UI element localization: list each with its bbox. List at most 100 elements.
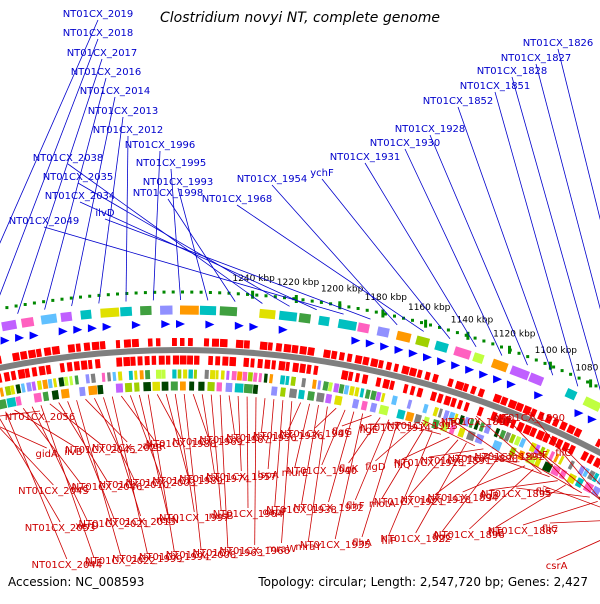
label-leader xyxy=(68,401,114,518)
reverse-feature xyxy=(25,373,29,374)
reverse-feature xyxy=(0,360,1,361)
scale-dot xyxy=(181,291,184,294)
category-block xyxy=(220,311,237,312)
reverse-feature xyxy=(595,461,600,464)
category-block xyxy=(244,388,253,389)
category-block xyxy=(271,391,277,392)
category-block xyxy=(302,382,306,383)
reverse-feature xyxy=(402,369,409,371)
label-leader xyxy=(211,395,221,510)
reverse-feature xyxy=(13,356,20,357)
category-block xyxy=(392,400,397,401)
scale-dot xyxy=(366,309,369,312)
scale-dot xyxy=(88,295,91,298)
forward-feature xyxy=(205,321,214,329)
category-block xyxy=(350,390,354,391)
reverse-feature xyxy=(236,344,243,345)
reverse-feature xyxy=(537,434,543,437)
scale-dot xyxy=(190,291,193,294)
feature-label: flhF xyxy=(346,501,365,512)
reverse-feature xyxy=(355,359,362,360)
reverse-feature xyxy=(589,458,593,460)
reverse-feature xyxy=(387,366,392,367)
category-block xyxy=(317,397,324,398)
scale-tick xyxy=(508,346,511,354)
category-block xyxy=(397,414,404,416)
forward-feature xyxy=(132,321,141,329)
category-block xyxy=(585,400,600,407)
forward-feature xyxy=(73,326,82,334)
category-block xyxy=(6,390,11,391)
scale-dot xyxy=(429,324,432,327)
reverse-feature xyxy=(411,390,415,391)
category-block xyxy=(362,405,367,406)
category-block xyxy=(2,324,16,327)
forward-feature xyxy=(59,327,68,335)
category-block xyxy=(291,381,296,382)
reverse-feature xyxy=(404,388,408,389)
category-block xyxy=(345,389,349,390)
reverse-feature xyxy=(67,367,72,368)
label-leader xyxy=(44,227,344,314)
reverse-feature xyxy=(60,367,64,368)
scale-dot xyxy=(569,373,572,376)
reverse-feature xyxy=(471,389,475,391)
reverse-feature xyxy=(293,367,299,368)
feature-label: ilvD xyxy=(95,208,114,219)
feature-label: gidA xyxy=(36,449,58,460)
category-block xyxy=(41,318,57,320)
category-block xyxy=(511,438,515,440)
scale-dot xyxy=(500,346,503,349)
reverse-feature xyxy=(265,364,270,365)
category-block xyxy=(101,312,120,313)
category-block xyxy=(52,395,58,396)
feature-label: NT01CX_2049 xyxy=(9,216,80,227)
scale-dot xyxy=(61,298,64,301)
scale-label: 1160 kbp xyxy=(408,303,451,313)
scale-dot xyxy=(357,307,360,310)
reverse-feature xyxy=(100,345,105,346)
reverse-feature xyxy=(4,376,9,377)
forward-feature xyxy=(176,320,185,328)
category-block xyxy=(505,436,509,438)
label-leader xyxy=(272,185,397,325)
reverse-feature xyxy=(451,402,455,403)
category-block xyxy=(290,393,297,394)
scale-dot xyxy=(578,377,581,380)
reverse-feature xyxy=(46,369,51,370)
scale-label: 1080 kbp xyxy=(575,364,600,374)
reverse-feature xyxy=(531,431,536,433)
category-block xyxy=(64,381,68,382)
forward-feature xyxy=(423,353,432,361)
label-leader xyxy=(495,92,578,386)
category-block xyxy=(34,397,41,398)
scale-tick xyxy=(424,320,427,328)
forward-feature xyxy=(30,332,39,340)
reverse-feature xyxy=(307,369,311,370)
reverse-feature xyxy=(383,383,389,384)
feature-label: NT01CX_2013 xyxy=(88,106,159,117)
category-block xyxy=(416,340,429,343)
forward-feature xyxy=(395,346,404,354)
feature-label: NT01CX_1931 xyxy=(330,152,401,163)
category-block xyxy=(415,418,421,420)
scale-dot xyxy=(51,299,54,302)
scale-dot xyxy=(172,291,175,294)
reverse-feature xyxy=(52,350,59,351)
category-block xyxy=(98,389,103,390)
category-block xyxy=(455,351,471,356)
category-block xyxy=(319,320,329,322)
reverse-feature xyxy=(371,362,378,363)
label-leader xyxy=(157,394,181,438)
category-block xyxy=(516,440,520,442)
category-block xyxy=(329,387,333,388)
reverse-feature xyxy=(544,437,549,439)
category-block xyxy=(493,444,501,447)
scale-dot xyxy=(107,293,110,296)
feature-label: NT01CX_1890 xyxy=(494,413,565,424)
feature-label: NT01CX_1996 xyxy=(125,140,196,151)
label-leader xyxy=(365,163,476,347)
category-block xyxy=(355,392,359,393)
forward-feature xyxy=(88,324,97,332)
reverse-feature xyxy=(478,411,482,413)
